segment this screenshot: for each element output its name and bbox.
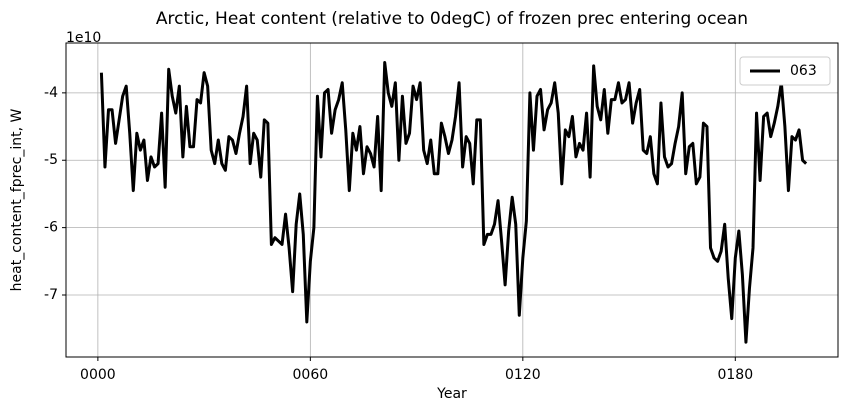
x-tick-label: 0000 [80, 367, 116, 383]
y-tick-label: -5 [44, 152, 58, 168]
y-tick-label: -7 [44, 287, 58, 303]
y-tick-label: -4 [44, 85, 58, 101]
y-tick-label: -6 [44, 220, 58, 236]
legend-label: 063 [790, 63, 817, 79]
x-tick-label: 0180 [717, 367, 753, 383]
y-axis-label: heat_content_fprec_int, W [9, 108, 25, 291]
y-offset-label: 1e10 [66, 30, 101, 46]
line [99, 61, 808, 344]
x-tick-label: 0120 [505, 367, 541, 383]
legend [739, 56, 831, 86]
x-axis-label: Year [436, 386, 467, 402]
x-tick-label: 0060 [293, 367, 329, 383]
plot-frame [65, 42, 839, 358]
chart-title: Arctic, Heat content (relative to 0degC)… [156, 9, 748, 29]
